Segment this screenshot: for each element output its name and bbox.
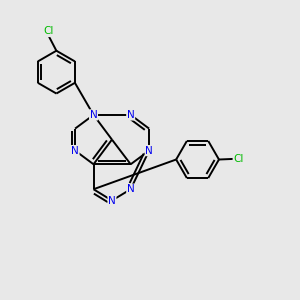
Text: N: N (90, 110, 98, 120)
Text: Cl: Cl (233, 154, 244, 164)
Text: N: N (127, 110, 135, 120)
Text: N: N (145, 146, 153, 156)
Text: Cl: Cl (44, 26, 54, 37)
Text: N: N (71, 146, 79, 156)
Text: N: N (108, 196, 116, 206)
Text: N: N (127, 184, 135, 194)
